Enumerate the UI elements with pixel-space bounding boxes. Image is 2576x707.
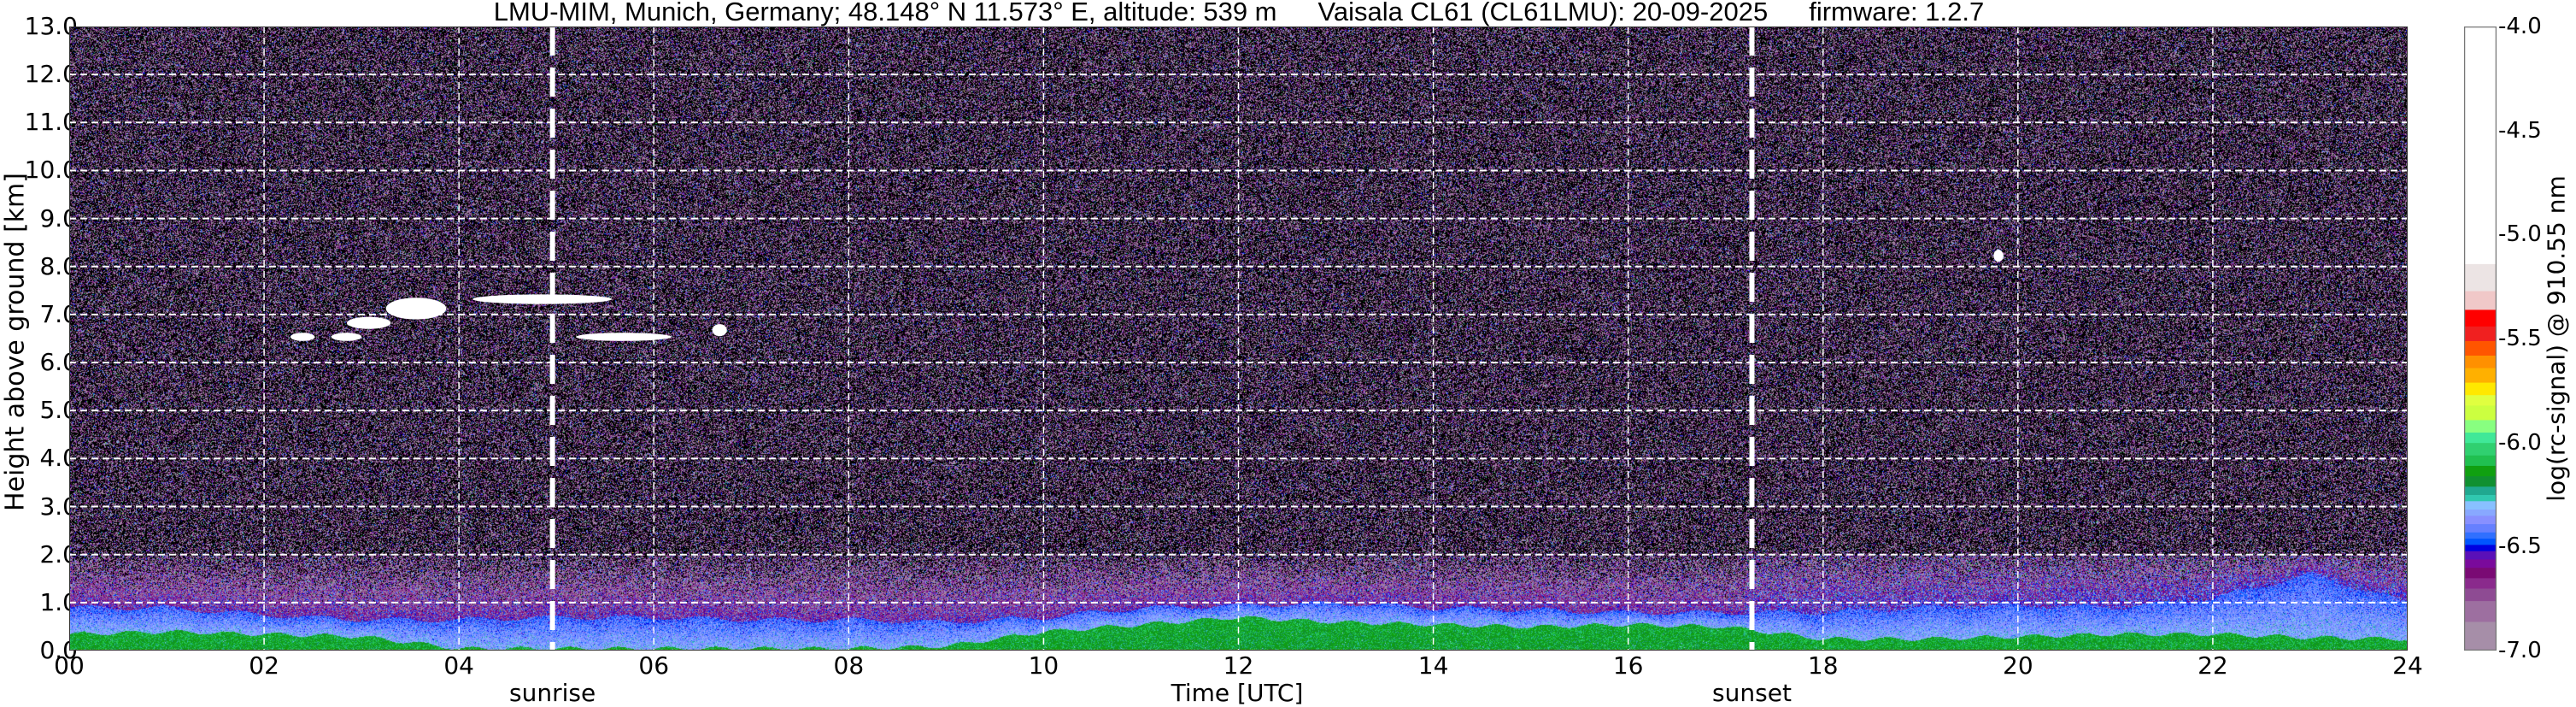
colorbar-level bbox=[2464, 355, 2497, 368]
y-tick-label: 13.0 bbox=[24, 12, 78, 40]
colorbar-level bbox=[2464, 455, 2497, 466]
colorbar-level bbox=[2464, 544, 2497, 551]
colorbar-level bbox=[2464, 577, 2497, 589]
colorbar-level bbox=[2464, 263, 2497, 292]
colorbar-level bbox=[2464, 509, 2497, 516]
colorbar-level bbox=[2464, 486, 2497, 495]
colorbar-level bbox=[2464, 500, 2497, 510]
sunrise-label: sunrise bbox=[509, 679, 596, 707]
colorbar-label: log(rc-signal) @ 910.55 nm bbox=[2542, 175, 2571, 502]
cloud-feature bbox=[385, 298, 447, 320]
x-tick-label: 14 bbox=[1417, 651, 1449, 680]
x-tick-label: 04 bbox=[443, 651, 474, 680]
colorbar-level bbox=[2464, 558, 2497, 569]
cloud-feature bbox=[347, 316, 391, 329]
colorbar-tick-label: -5.0 bbox=[2498, 221, 2542, 248]
colorbar-level bbox=[2464, 475, 2497, 487]
colorbar bbox=[2464, 27, 2497, 651]
colorbar-level bbox=[2464, 465, 2497, 477]
x-tick-label: 02 bbox=[249, 651, 279, 680]
plot-overlay bbox=[69, 27, 2408, 651]
backscatter-plot-area bbox=[69, 27, 2408, 651]
cloud-feature bbox=[331, 333, 362, 341]
colorbar-tick-label: -7.0 bbox=[2498, 638, 2542, 663]
cloud-feature bbox=[576, 333, 672, 341]
colorbar-level bbox=[2464, 551, 2497, 560]
colorbar-level bbox=[2464, 394, 2497, 406]
colorbar-tick-label: -6.5 bbox=[2498, 533, 2542, 560]
x-tick-label: 00 bbox=[54, 651, 85, 680]
colorbar-level bbox=[2464, 538, 2497, 545]
plot-frame bbox=[69, 27, 2408, 651]
colorbar-tick-label: -4.0 bbox=[2498, 14, 2542, 39]
cloud-feature bbox=[290, 333, 315, 341]
x-tick-label: 20 bbox=[2003, 651, 2033, 680]
colorbar-frame bbox=[2464, 27, 2497, 651]
title-instrument: Vaisala CL61 (CL61LMU): 20-09-2025 bbox=[1317, 0, 1769, 27]
title-site: LMU-MIM, Munich, Germany; 48.148° N 11.5… bbox=[493, 0, 1277, 27]
cloud-feature bbox=[1993, 250, 2004, 262]
colorbar-level bbox=[2464, 588, 2497, 602]
y-tick-label: 12.0 bbox=[24, 60, 78, 89]
chart-title: LMU-MIM, Munich, Germany; 48.148° N 11.5… bbox=[0, 0, 2478, 27]
x-tick-label: 06 bbox=[638, 651, 670, 680]
y-tick-label: 10.0 bbox=[24, 156, 78, 185]
colorbar-level bbox=[2464, 600, 2497, 622]
cloud-feature bbox=[712, 324, 727, 337]
x-tick-label: 16 bbox=[1612, 651, 1644, 680]
colorbar-level bbox=[2464, 340, 2497, 356]
colorbar-level bbox=[2464, 326, 2497, 341]
sunset-label: sunset bbox=[1712, 679, 1792, 707]
colorbar-level bbox=[2464, 368, 2497, 383]
title-firmware: firmware: 1.2.7 bbox=[1809, 0, 1985, 27]
y-tick-label: 11.0 bbox=[24, 108, 78, 137]
colorbar-tick-label: -6.0 bbox=[2498, 429, 2542, 456]
colorbar-level bbox=[2464, 309, 2497, 327]
x-tick-label: 12 bbox=[1223, 651, 1254, 680]
x-tick-label: 18 bbox=[1807, 651, 1839, 680]
colorbar-level bbox=[2464, 494, 2497, 502]
colorbar-tick-label: -4.5 bbox=[2498, 117, 2542, 144]
colorbar-level bbox=[2464, 419, 2497, 433]
colorbar-level bbox=[2464, 567, 2497, 579]
x-tick-label: 24 bbox=[2392, 651, 2423, 680]
colorbar-level bbox=[2464, 621, 2497, 651]
colorbar-level bbox=[2464, 382, 2497, 396]
colorbar-level bbox=[2464, 291, 2497, 310]
colorbar-level bbox=[2464, 27, 2497, 264]
colorbar-tick-label: -5.5 bbox=[2498, 326, 2542, 351]
colorbar-level bbox=[2464, 442, 2497, 456]
y-axis-label: Height above ground [km] bbox=[0, 173, 31, 511]
x-axis-label: Time [UTC] bbox=[1171, 679, 1304, 707]
colorbar-level bbox=[2464, 532, 2497, 539]
colorbar-level bbox=[2464, 432, 2497, 444]
colorbar-level bbox=[2464, 523, 2497, 533]
cloud-feature bbox=[472, 294, 613, 304]
colorbar-level bbox=[2464, 515, 2497, 525]
x-tick-label: 22 bbox=[2198, 651, 2228, 680]
x-tick-label: 08 bbox=[833, 651, 865, 680]
colorbar-level bbox=[2464, 404, 2497, 421]
x-tick-label: 10 bbox=[1028, 651, 1059, 680]
